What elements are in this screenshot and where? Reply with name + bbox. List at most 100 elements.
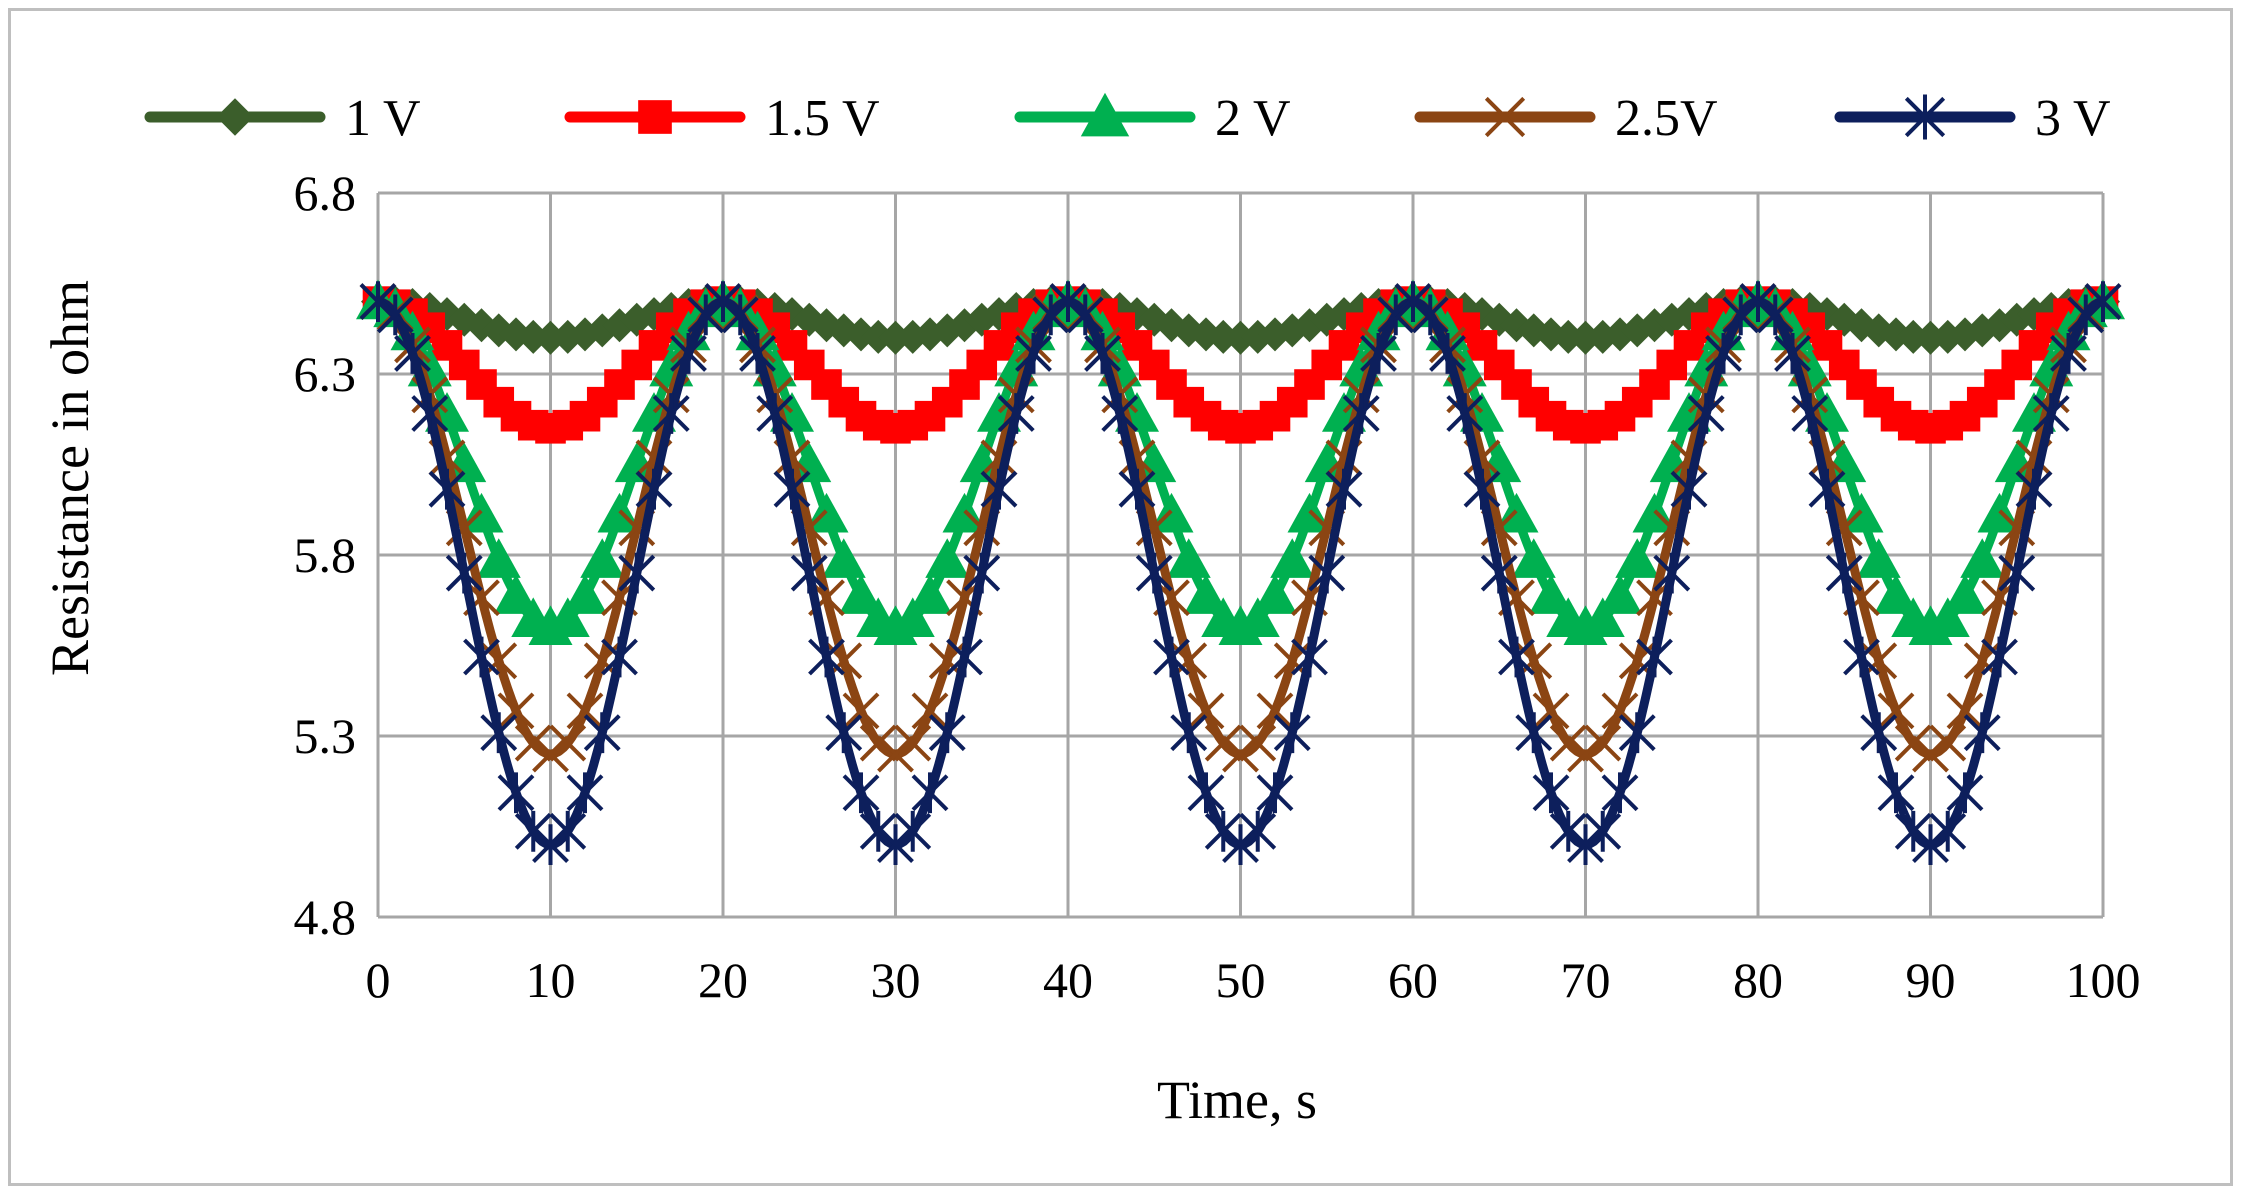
- data-point-marker: [1584, 724, 1622, 762]
- legend-item: 2.5V: [1414, 90, 1718, 147]
- data-point-marker: [359, 281, 397, 322]
- data-point-marker: [1874, 574, 1918, 614]
- x-tick-labels: 0 10 20 30 40 50 60 70 80 90 100: [366, 952, 2141, 1008]
- data-point-marker: [1342, 393, 1380, 434]
- data-point-marker: [1601, 692, 1639, 730]
- data-point-marker: [1446, 393, 1484, 434]
- data-point-marker: [1598, 574, 1642, 614]
- data-point-marker: [1549, 724, 1587, 762]
- data-point-marker: [601, 636, 638, 678]
- data-point-marker: [216, 98, 254, 136]
- data-point-marker: [963, 552, 1001, 594]
- data-point-marker: [1187, 692, 1225, 730]
- data-point-marker: [842, 692, 880, 730]
- data-point-marker: [1904, 94, 1946, 140]
- data-point-marker: [2050, 333, 2087, 374]
- data-point-marker: [580, 538, 625, 578]
- x-tick-label: 100: [2066, 952, 2141, 1008]
- x-tick-label: 90: [1906, 952, 1956, 1008]
- data-point-marker: [1856, 538, 1901, 578]
- data-point-marker: [704, 281, 742, 322]
- data-point-marker: [476, 538, 521, 578]
- x-tick-label: 80: [1733, 952, 1783, 1008]
- data-point-marker: [1429, 333, 1466, 374]
- data-point-marker: [549, 724, 587, 762]
- data-point-marker: [1912, 824, 1949, 865]
- data-point-marker: [638, 100, 672, 134]
- data-point-marker: [2084, 281, 2122, 322]
- data-point-marker: [1187, 772, 1225, 814]
- data-point-marker: [1049, 281, 1087, 322]
- data-point-marker: [1843, 636, 1880, 678]
- legend-label: 3 V: [2035, 90, 2111, 147]
- y-tick-labels: 4.8 5.3 5.8 6.3 6.8: [294, 165, 357, 945]
- data-point-marker: [1015, 333, 1052, 374]
- data-point-marker: [1204, 724, 1242, 762]
- data-point-marker: [1498, 636, 1535, 678]
- data-point-marker: [808, 636, 845, 678]
- x-tick-label: 50: [1216, 952, 1266, 1008]
- data-point-marker: [618, 552, 656, 594]
- data-point-marker: [1184, 574, 1228, 614]
- data-point-marker: [1256, 692, 1294, 730]
- data-point-marker: [1601, 772, 1639, 814]
- data-point-marker: [1929, 810, 1967, 852]
- data-point-marker: [1929, 724, 1967, 762]
- data-point-marker: [908, 574, 952, 614]
- x-axis-title: Time, s: [1157, 1070, 1317, 1130]
- data-point-marker: [1981, 636, 2018, 678]
- legend: 1 V 1.5 V 2 V 2.5V 3 V: [144, 90, 2111, 147]
- x-tick-label: 20: [698, 952, 748, 1008]
- data-point-marker: [911, 772, 949, 814]
- data-point-marker: [1484, 96, 1526, 138]
- data-point-marker: [670, 333, 707, 374]
- data-point-marker: [1705, 333, 1742, 374]
- data-point-marker: [1912, 735, 1949, 773]
- data-point-marker: [877, 735, 914, 773]
- legend-label: 1.5 V: [765, 90, 880, 147]
- data-point-marker: [1532, 692, 1570, 730]
- data-point-marker: [514, 724, 552, 762]
- data-point-marker: [1235, 597, 1280, 638]
- data-point-marker: [1325, 468, 1363, 510]
- x-tick-label: 30: [871, 952, 921, 1008]
- data-point-marker: [1239, 810, 1277, 852]
- data-point-marker: [997, 393, 1035, 434]
- x-tick-label: 70: [1561, 952, 1611, 1008]
- data-point-marker: [566, 772, 604, 814]
- data-point-marker: [1170, 712, 1208, 754]
- data-point-marker: [635, 468, 673, 510]
- data-point-marker: [428, 468, 466, 510]
- y-tick-label: 5.3: [294, 708, 357, 764]
- data-point-marker: [1774, 333, 1811, 374]
- data-point-marker: [1377, 294, 1415, 336]
- data-point-marker: [1615, 538, 1660, 578]
- data-point-marker: [1580, 597, 1625, 638]
- data-point-marker: [1273, 712, 1311, 754]
- data-point-marker: [1584, 810, 1622, 852]
- y-axis-title: Resistance in ohm: [40, 280, 100, 676]
- x-tick-label: 10: [526, 952, 576, 1008]
- y-tick-label: 5.8: [294, 527, 357, 583]
- data-point-marker: [563, 574, 607, 614]
- data-point-marker: [1722, 294, 1760, 336]
- data-point-marker: [1166, 538, 1211, 578]
- data-point-marker: [1860, 712, 1898, 754]
- data-point-marker: [1549, 810, 1587, 852]
- y-tick-label: 6.3: [294, 346, 357, 402]
- data-point-marker: [1515, 712, 1553, 754]
- data-point-marker: [1946, 772, 1984, 814]
- data-point-marker: [1256, 772, 1294, 814]
- data-point-marker: [1529, 574, 1573, 614]
- data-point-marker: [1894, 810, 1932, 852]
- data-point-marker: [1653, 552, 1691, 594]
- data-point-marker: [1066, 294, 1104, 336]
- data-point-marker: [2032, 393, 2070, 434]
- data-point-marker: [2067, 294, 2105, 336]
- data-point-marker: [411, 393, 449, 434]
- data-point-marker: [825, 712, 863, 754]
- legend-label: 2.5V: [1615, 90, 1718, 147]
- data-point-marker: [1567, 824, 1604, 865]
- legend-label: 2 V: [1215, 90, 1291, 147]
- data-point-marker: [1808, 468, 1846, 510]
